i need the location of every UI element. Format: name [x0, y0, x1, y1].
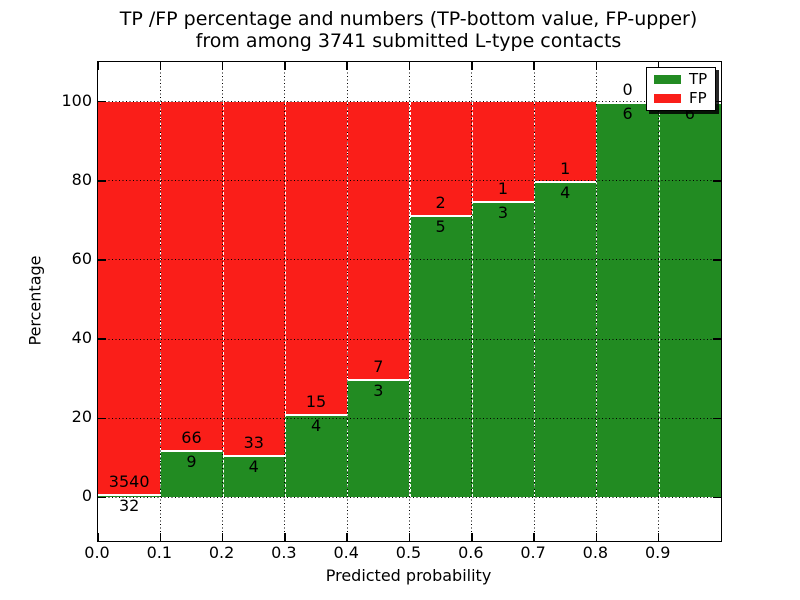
tp-count-label: 3	[497, 202, 509, 222]
y-tickmark-right	[713, 259, 721, 261]
y-axis-label-wrap: Percentage	[24, 61, 46, 540]
fp-count-label: 3540	[108, 471, 150, 491]
y-tickmark-left	[98, 417, 106, 420]
tp-count-label: 4	[560, 182, 571, 202]
legend-item-fp: FP	[654, 91, 707, 106]
tp-bar-segment	[596, 101, 659, 498]
chart-title-line1: TP /FP percentage and numbers (TP-bottom…	[119, 8, 698, 30]
y-tickmark-left	[98, 259, 106, 261]
tp-bar-segment	[98, 493, 161, 498]
fp-color-swatch	[654, 94, 681, 103]
fp-bar-segment	[160, 101, 223, 450]
fp-count-label: 1	[497, 178, 509, 198]
x-tickmark-bottom	[471, 533, 473, 541]
tp-count-label: 4	[310, 416, 322, 436]
x-tick-label: 0.8	[582, 543, 609, 562]
y-tick-label: 100	[61, 90, 92, 110]
x-tick-label: 0.6	[458, 543, 484, 562]
fp-count-label: 15	[305, 392, 327, 412]
x-tickmark-top	[533, 62, 535, 70]
y-tick-label: 0	[81, 486, 92, 506]
legend: TP FP	[646, 67, 717, 111]
fp-count-label: 0	[622, 79, 633, 99]
tp-legend-label: TP	[689, 70, 708, 88]
fp-bar-segment	[471, 101, 535, 201]
x-tick-label: 0.9	[644, 543, 671, 562]
x-tickmark-top	[471, 62, 473, 70]
x-tickmark-bottom	[346, 533, 348, 541]
x-tickmark-top	[595, 62, 598, 70]
x-tickmark-bottom	[533, 533, 535, 541]
x-tickmark-top	[221, 62, 224, 70]
chart-title: TP /FP percentage and numbers (TP-bottom…	[97, 8, 720, 52]
fp-bar-segment	[98, 101, 161, 494]
y-tick-label: 20	[71, 407, 92, 427]
x-tick-label: 0.2	[208, 543, 235, 562]
y-tickmark-left	[98, 496, 106, 499]
tp-bar-segment	[471, 200, 535, 498]
x-tickmark-bottom	[284, 533, 286, 541]
x-tick-label: 0.3	[271, 543, 297, 562]
x-tickmark-top	[284, 62, 286, 70]
x-tickmark-bottom	[657, 533, 660, 541]
tp-bar-segment	[534, 180, 597, 498]
tp-color-swatch	[654, 75, 681, 84]
tp-bar-segment	[409, 214, 472, 498]
tp-bar-segment	[222, 454, 285, 498]
x-tick-label: 0.5	[395, 543, 422, 562]
y-tickmark-left	[98, 180, 106, 182]
x-tickmark-bottom	[221, 533, 224, 541]
x-tick-label: 0.0	[84, 543, 110, 562]
y-tickmark-right	[713, 417, 721, 420]
x-tick-label: 0.7	[520, 543, 546, 562]
fp-bar-segment	[409, 101, 472, 215]
tp-count-label: 6	[684, 103, 695, 123]
tp-bar-segment	[160, 449, 223, 498]
fp-bar-segment	[347, 101, 410, 379]
tp-count-label: 6	[622, 103, 633, 123]
y-tickmark-left	[98, 100, 106, 103]
tp-count-label: 32	[118, 495, 140, 515]
x-tickmark-bottom	[97, 533, 99, 541]
fp-bar-segment	[222, 101, 285, 455]
legend-item-tp: TP	[654, 72, 707, 87]
y-tick-label: 60	[71, 248, 92, 268]
y-tick-label: 40	[71, 328, 92, 348]
fp-legend-label: FP	[689, 89, 707, 107]
tp-bar-segment	[347, 378, 410, 498]
fp-count-label: 66	[181, 427, 202, 447]
tp-count-label: 5	[435, 216, 446, 236]
tp-count-label: 4	[248, 456, 259, 476]
y-tickmark-right	[713, 180, 721, 182]
x-axis-label: Predicted probability	[325, 566, 492, 585]
tp-bar-segment	[284, 414, 348, 498]
x-tickmark-top	[346, 62, 348, 70]
fp-count-label: 1	[560, 158, 571, 178]
plot-area: TP FP 354032669334154732513140606	[97, 61, 722, 542]
y-tickmark-left	[98, 338, 106, 340]
x-tickmark-top	[408, 62, 411, 70]
x-tickmark-top	[159, 62, 162, 70]
tp-count-label: 3	[373, 380, 384, 400]
x-tickmark-top	[97, 62, 99, 70]
tp-count-label: 9	[186, 451, 197, 471]
fp-count-label: 33	[243, 432, 264, 452]
y-tickmark-right	[713, 338, 721, 340]
chart-title-line2: from among 3741 submitted L-type contact…	[195, 30, 622, 52]
x-tick-label: 0.4	[333, 543, 359, 562]
fp-count-label: 7	[373, 356, 384, 376]
y-tickmark-right	[713, 496, 721, 499]
fp-bar-segment	[284, 101, 348, 415]
x-tick-label: 0.1	[146, 543, 173, 562]
x-tickmark-bottom	[595, 533, 598, 541]
x-tickmark-bottom	[159, 533, 162, 541]
fp-bar-segment	[534, 101, 597, 181]
tp-bar-segment	[658, 101, 721, 498]
y-tick-label: 80	[71, 169, 92, 189]
fp-count-label: 2	[435, 192, 446, 212]
x-tickmark-bottom	[408, 533, 411, 541]
